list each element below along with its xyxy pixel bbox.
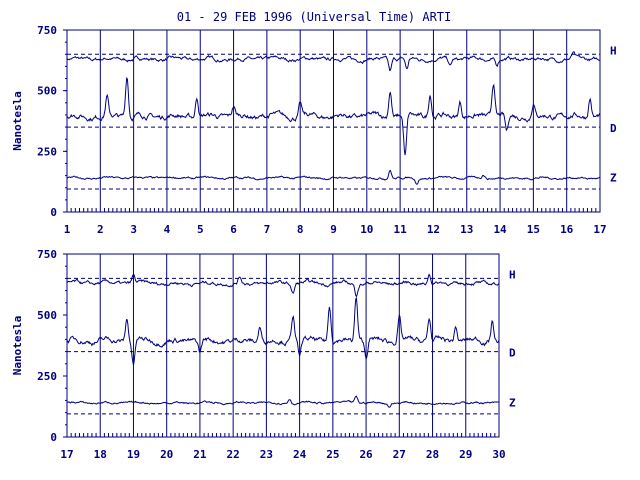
series-line-z [66, 169, 601, 185]
x-tick-label: 18 [94, 448, 107, 461]
x-tick-label: 23 [260, 448, 273, 461]
x-tick-label: 25 [326, 448, 339, 461]
x-tick-label: 22 [227, 448, 240, 461]
x-tick-label: 26 [359, 448, 373, 461]
x-tick-label: 11 [394, 223, 408, 236]
x-tick-label: 17 [60, 448, 73, 461]
x-tick-label: 17 [593, 223, 606, 236]
series-line-h [66, 273, 500, 298]
x-tick-label: 3 [130, 223, 137, 236]
y-tick-label: 750 [37, 24, 57, 37]
x-tick-label: 15 [527, 223, 540, 236]
x-tick-label: 24 [293, 448, 307, 461]
y-tick-label: 0 [50, 206, 57, 219]
x-tick-label: 20 [160, 448, 173, 461]
y-tick-label: 250 [37, 145, 57, 158]
x-tick-label: 7 [264, 223, 271, 236]
y-axis-label: Nanotesla [11, 316, 24, 376]
y-tick-label: 750 [37, 248, 57, 261]
y-tick-label: 500 [37, 85, 57, 98]
series-label-d: D [509, 346, 516, 359]
y-tick-label: 0 [50, 431, 57, 444]
plot-frame [66, 253, 500, 438]
series-label-d: D [610, 122, 617, 135]
x-tick-label: 21 [193, 448, 207, 461]
y-tick-label: 250 [37, 370, 57, 383]
x-tick-label: 8 [297, 223, 304, 236]
x-tick-label: 27 [393, 448, 406, 461]
x-tick-label: 29 [459, 448, 472, 461]
x-tick-label: 19 [127, 448, 140, 461]
x-tick-label: 5 [197, 223, 204, 236]
x-tick-label: 30 [492, 448, 505, 461]
series-line-z [66, 395, 500, 408]
x-tick-label: 14 [493, 223, 507, 236]
x-tick-label: 6 [230, 223, 237, 236]
series-line-d [66, 76, 601, 156]
y-tick-label: 500 [37, 309, 57, 322]
series-label-z: Z [610, 172, 617, 185]
x-tick-label: 12 [427, 223, 440, 236]
x-tick-label: 2 [97, 223, 104, 236]
x-tick-label: 13 [460, 223, 473, 236]
chart-title: 01 - 29 FEB 1996 (Universal Time) ARTI [177, 10, 452, 24]
x-tick-label: 10 [360, 223, 373, 236]
series-line-d [66, 297, 500, 366]
series-line-h [66, 51, 600, 72]
x-tick-label: 9 [330, 223, 337, 236]
x-tick-label: 16 [560, 223, 574, 236]
y-axis-label: Nanotesla [11, 91, 24, 151]
panel-17-30: Nanotesla 0 250 500 750 17 18 19 20 21 22 23 24 25 26 2… [11, 248, 516, 461]
x-tick-label: 4 [164, 223, 171, 236]
series-label-h: H [509, 268, 516, 281]
x-tick-label: 28 [426, 448, 439, 461]
x-tick-label: 1 [64, 223, 71, 236]
series-label-h: H [610, 44, 617, 57]
series-label-z: Z [509, 397, 516, 410]
